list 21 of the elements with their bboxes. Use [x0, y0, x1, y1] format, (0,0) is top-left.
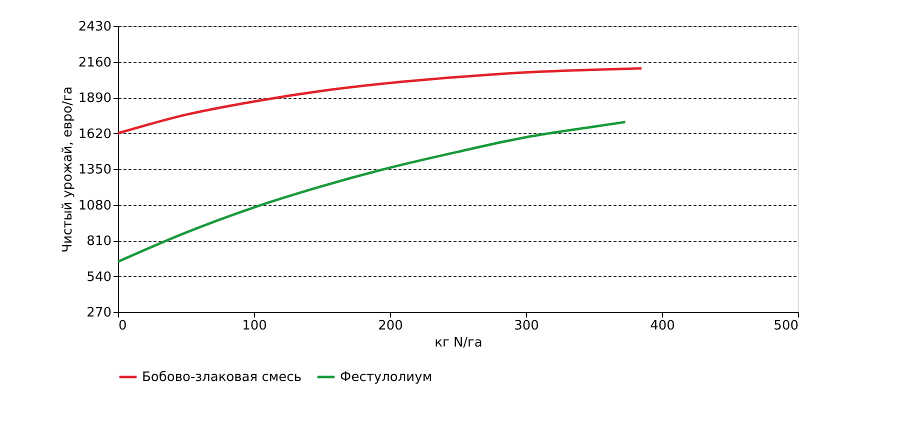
y-tick-label: 270 — [86, 306, 112, 320]
y-tick-label: 1620 — [78, 126, 112, 142]
x-tick-label: 0 — [118, 318, 127, 334]
x-tick-label: 400 — [650, 318, 675, 334]
y-tick-label: 1350 — [78, 162, 112, 178]
x-tick-label: 500 — [774, 318, 798, 334]
y-tick-label: 540 — [86, 270, 112, 285]
x-tick-label: 200 — [378, 318, 403, 334]
y-tick-label: 2430 — [78, 20, 112, 34]
x-tick-label: 300 — [514, 318, 539, 334]
line-series — [116, 120, 627, 263]
y-axis-title: Чистый урожай, евро/га — [60, 86, 76, 253]
line-series — [116, 67, 643, 134]
legend-label: Бобово-злаковая смесь — [142, 370, 302, 385]
x-tick-label: 100 — [242, 318, 267, 334]
x-axis-title: кг N/га — [434, 336, 482, 350]
y-tick-label: 1080 — [78, 198, 112, 214]
y-tick-label: 1890 — [78, 91, 112, 106]
legend-label: Фестулолиум — [340, 370, 432, 385]
y-tick-label: 2160 — [78, 55, 112, 70]
y-tick-label: 810 — [86, 234, 112, 249]
